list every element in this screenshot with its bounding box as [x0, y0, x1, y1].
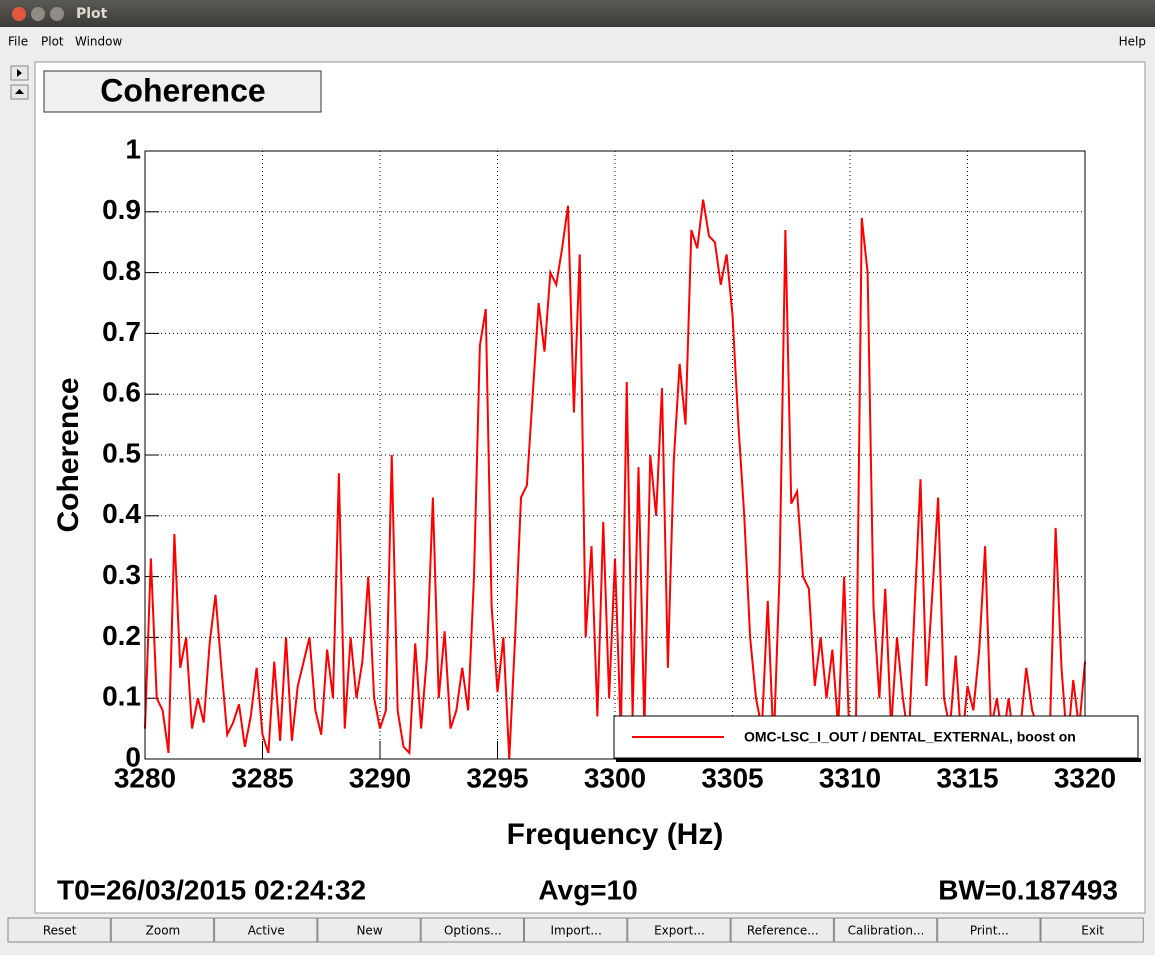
button-label[interactable]: Export... — [654, 924, 705, 938]
x-tick-label: 3310 — [819, 762, 881, 793]
x-tick-label: 3305 — [701, 762, 763, 793]
menu-item[interactable]: Plot — [41, 35, 64, 49]
button[interactable] — [833, 917, 938, 943]
y-tick-label: 0.2 — [102, 620, 141, 651]
button-label[interactable]: Zoom — [146, 924, 181, 938]
arrow-icon — [17, 69, 22, 77]
button[interactable] — [730, 917, 834, 943]
button-label[interactable]: New — [356, 924, 382, 938]
x-tick-label: 3295 — [466, 762, 528, 793]
button-label[interactable]: Calibration... — [848, 924, 925, 938]
menu-item[interactable]: Help — [1119, 35, 1146, 49]
x-tick-label: 3285 — [231, 762, 293, 793]
button[interactable] — [627, 917, 731, 943]
footer-bw: BW=0.187493 — [938, 874, 1118, 905]
title-box — [43, 70, 322, 113]
button[interactable] — [214, 917, 318, 943]
footer-avg: Avg=10 — [538, 874, 637, 905]
menu-item[interactable]: Window — [75, 35, 123, 49]
legend-label: OMC-LSC_I_OUT / DENTAL_EXTERNAL, boost o… — [744, 729, 1076, 745]
maximize-button[interactable] — [50, 7, 64, 21]
y-tick-label: 0.5 — [102, 437, 141, 468]
y-tick-label: 0 — [125, 741, 141, 772]
x-tick-label: 3315 — [936, 762, 998, 793]
button[interactable] — [937, 917, 1041, 943]
button[interactable] — [524, 917, 628, 943]
close-button[interactable] — [12, 7, 26, 21]
y-axis-label: Coherence — [52, 377, 85, 532]
button[interactable] — [110, 917, 215, 943]
arrow-icon — [15, 89, 24, 94]
y-tick-label: 0.9 — [102, 194, 141, 225]
y-tick-label: 1 — [125, 133, 141, 164]
button[interactable] — [7, 917, 111, 943]
chart-title: Coherence — [100, 72, 265, 108]
title-bar — [0, 0, 1155, 27]
y-tick-label: 0.3 — [102, 559, 141, 590]
button[interactable] — [317, 917, 421, 943]
x-tick-label: 3300 — [584, 762, 646, 793]
button-label[interactable]: Import... — [551, 924, 602, 938]
y-tick-label: 0.1 — [102, 681, 141, 712]
button-label[interactable]: Print... — [970, 924, 1009, 938]
x-tick-label: 3280 — [114, 762, 176, 793]
menu-item[interactable]: File — [8, 35, 28, 49]
window-title: Plot — [76, 6, 108, 22]
button-label[interactable]: Options... — [444, 924, 502, 938]
button[interactable] — [420, 917, 525, 943]
button-label[interactable]: Active — [248, 924, 285, 938]
x-tick-label: 3290 — [349, 762, 411, 793]
y-tick-label: 0.6 — [102, 377, 141, 408]
y-tick-label: 0.8 — [102, 255, 141, 286]
button-label[interactable]: Reset — [43, 924, 77, 938]
y-tick-label: 0.4 — [102, 498, 141, 529]
footer-t0: T0=26/03/2015 02:24:32 — [57, 874, 366, 905]
plot-frame — [144, 150, 1086, 760]
data-line — [144, 199, 1086, 760]
button-label[interactable]: Reference... — [747, 924, 819, 938]
minimize-button[interactable] — [31, 7, 45, 21]
x-tick-label: 3320 — [1054, 762, 1116, 793]
y-tick-label: 0.7 — [102, 316, 141, 347]
button-label[interactable]: Exit — [1081, 924, 1104, 938]
button[interactable] — [1040, 917, 1144, 943]
x-axis-label: Frequency (Hz) — [507, 818, 724, 851]
